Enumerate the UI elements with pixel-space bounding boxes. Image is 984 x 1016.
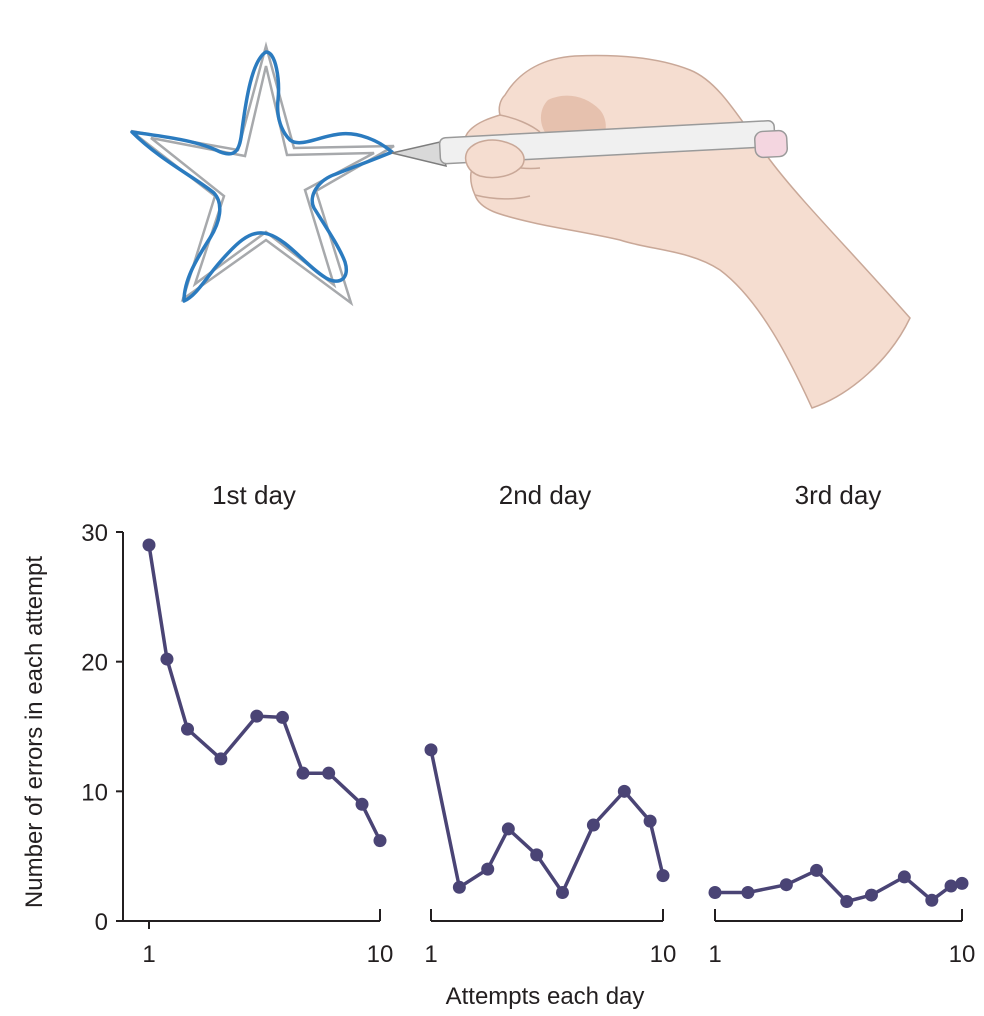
series-line xyxy=(147,544,382,842)
data-point xyxy=(643,814,657,828)
x-tick-label: 10 xyxy=(650,941,677,968)
data-point xyxy=(452,880,466,894)
data-point xyxy=(501,822,515,836)
data-point xyxy=(322,766,336,780)
y-tick-label: 10 xyxy=(81,779,108,806)
x-tick-label: 1 xyxy=(708,941,721,968)
hand-thumb xyxy=(464,139,525,179)
data-point xyxy=(656,869,670,883)
panel-day-1: 1st day 1 10 xyxy=(123,480,393,968)
data-point xyxy=(864,888,878,902)
data-point xyxy=(355,797,369,811)
data-point xyxy=(779,878,793,892)
star-trace xyxy=(130,50,394,303)
data-point xyxy=(944,879,958,893)
panel-title: 1st day xyxy=(212,480,296,510)
series-line xyxy=(429,749,665,895)
data-point xyxy=(530,848,544,862)
panel-day-2: 2nd day 1 10 xyxy=(424,480,676,968)
y-tick-label: 20 xyxy=(81,650,108,677)
x-tick-label: 1 xyxy=(142,941,155,968)
errors-line-chart: Number of errors in each attempt Attempt… xyxy=(21,480,975,1010)
series-line xyxy=(715,868,963,904)
y-axis-label: Number of errors in each attempt xyxy=(21,556,48,908)
hand xyxy=(464,54,911,409)
panel-day-3: 3rd day 1 10 xyxy=(708,480,975,968)
pen xyxy=(391,120,789,168)
panel-title: 2nd day xyxy=(499,480,592,510)
data-point xyxy=(586,818,600,832)
data-point xyxy=(142,538,156,552)
pen-cap xyxy=(753,129,789,159)
x-axis-label: Attempts each day xyxy=(446,983,645,1010)
data-point xyxy=(296,766,310,780)
data-point xyxy=(925,893,939,907)
data-point xyxy=(555,885,569,899)
x-tick-label: 10 xyxy=(367,941,394,968)
data-point xyxy=(424,743,438,757)
data-point xyxy=(955,876,969,890)
data-point xyxy=(840,895,854,909)
y-tick-label: 0 xyxy=(95,909,108,936)
data-point xyxy=(373,834,387,848)
y-axis: 0 10 20 30 xyxy=(81,520,124,936)
pen-tip xyxy=(391,141,448,168)
data-point xyxy=(617,784,631,798)
data-point xyxy=(160,652,174,666)
data-point xyxy=(810,863,824,877)
star-outline xyxy=(130,41,395,307)
data-point xyxy=(250,709,264,723)
hand-palm xyxy=(464,54,911,409)
x-tick-label: 1 xyxy=(424,941,437,968)
data-point xyxy=(708,885,722,899)
data-point xyxy=(481,862,495,876)
data-point xyxy=(275,710,289,724)
y-tick-label: 30 xyxy=(81,520,108,547)
data-point xyxy=(897,870,911,884)
panel-title: 3rd day xyxy=(795,480,882,510)
data-point xyxy=(214,752,228,766)
star-drawing-illustration xyxy=(130,41,911,409)
data-point xyxy=(181,722,194,736)
x-tick-label: 10 xyxy=(949,941,976,968)
data-point xyxy=(741,885,755,899)
